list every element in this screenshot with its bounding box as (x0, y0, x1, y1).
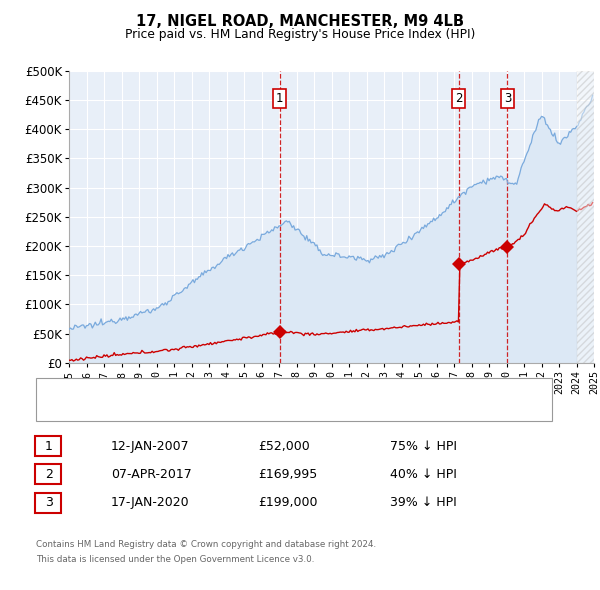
Text: 17, NIGEL ROAD, MANCHESTER, M9 4LB: 17, NIGEL ROAD, MANCHESTER, M9 4LB (136, 14, 464, 29)
Text: This data is licensed under the Open Government Licence v3.0.: This data is licensed under the Open Gov… (36, 555, 314, 563)
Text: 1: 1 (44, 440, 53, 453)
Text: 2: 2 (455, 92, 463, 105)
Text: 3: 3 (44, 496, 53, 509)
Text: 2: 2 (44, 468, 53, 481)
Text: 3: 3 (503, 92, 511, 105)
Text: 75% ↓ HPI: 75% ↓ HPI (390, 440, 457, 453)
Text: 39% ↓ HPI: 39% ↓ HPI (390, 496, 457, 509)
Text: Contains HM Land Registry data © Crown copyright and database right 2024.: Contains HM Land Registry data © Crown c… (36, 540, 376, 549)
Text: 17, NIGEL ROAD, MANCHESTER, M9 4LB (detached house): 17, NIGEL ROAD, MANCHESTER, M9 4LB (deta… (84, 385, 409, 395)
Text: £52,000: £52,000 (258, 440, 310, 453)
Text: 07-APR-2017: 07-APR-2017 (111, 468, 192, 481)
Text: £199,000: £199,000 (258, 496, 317, 509)
Text: 12-JAN-2007: 12-JAN-2007 (111, 440, 190, 453)
Text: £169,995: £169,995 (258, 468, 317, 481)
Text: 17-JAN-2020: 17-JAN-2020 (111, 496, 190, 509)
Text: Price paid vs. HM Land Registry's House Price Index (HPI): Price paid vs. HM Land Registry's House … (125, 28, 475, 41)
Text: 1: 1 (276, 92, 283, 105)
Text: HPI: Average price, detached house, Manchester: HPI: Average price, detached house, Manc… (84, 404, 356, 414)
Text: 40% ↓ HPI: 40% ↓ HPI (390, 468, 457, 481)
